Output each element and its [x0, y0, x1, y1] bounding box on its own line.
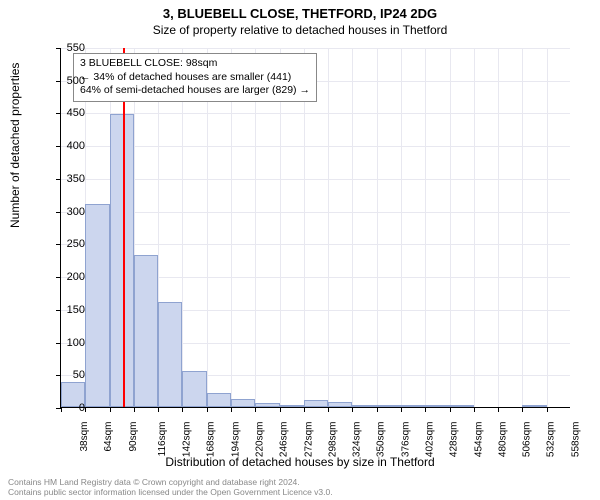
- histogram-bar: [110, 114, 134, 407]
- xtick-mark: [425, 407, 426, 412]
- ytick-label: 100: [45, 337, 85, 349]
- ytick-label: 150: [45, 304, 85, 316]
- xtick-label: 480sqm: [497, 422, 508, 458]
- ytick-label: 400: [45, 140, 85, 152]
- gridline-v: [377, 48, 378, 407]
- ytick-label: 0: [45, 402, 85, 414]
- gridline-v: [522, 48, 523, 407]
- chart-plot-area: 3 BLUEBELL CLOSE: 98sqm← 34% of detached…: [60, 48, 570, 408]
- gridline-v: [425, 48, 426, 407]
- annotation-line-1: 3 BLUEBELL CLOSE: 98sqm: [80, 57, 310, 71]
- histogram-bar: [352, 405, 376, 407]
- annotation-line-2: ← 34% of detached houses are smaller (44…: [80, 71, 310, 85]
- ytick-label: 50: [45, 369, 85, 381]
- gridline-h: [61, 113, 570, 114]
- xtick-label: 38sqm: [79, 422, 90, 452]
- gridline-h: [61, 179, 570, 180]
- xtick-label: 350sqm: [376, 422, 387, 458]
- gridline-v: [352, 48, 353, 407]
- histogram-bar: [377, 405, 401, 407]
- gridline-h: [61, 244, 570, 245]
- ytick-label: 500: [45, 75, 85, 87]
- ytick-label: 250: [45, 238, 85, 250]
- xtick-label: 220sqm: [255, 422, 266, 458]
- xtick-label: 428sqm: [449, 422, 460, 458]
- xtick-label: 402sqm: [425, 422, 436, 458]
- xtick-mark: [304, 407, 305, 412]
- xtick-label: 454sqm: [473, 422, 484, 458]
- xtick-mark: [522, 407, 523, 412]
- gridline-v: [450, 48, 451, 407]
- ytick-label: 200: [45, 271, 85, 283]
- xtick-mark: [85, 407, 86, 412]
- xtick-label: 194sqm: [230, 422, 241, 458]
- histogram-bar: [280, 405, 304, 407]
- gridline-h: [61, 146, 570, 147]
- histogram-bar: [158, 302, 182, 407]
- chart-title-main: 3, BLUEBELL CLOSE, THETFORD, IP24 2DG: [0, 0, 600, 21]
- xtick-mark: [547, 407, 548, 412]
- xtick-mark: [255, 407, 256, 412]
- footer-line-2: Contains public sector information licen…: [8, 487, 333, 497]
- xtick-label: 506sqm: [522, 422, 533, 458]
- ytick-label: 450: [45, 107, 85, 119]
- xtick-mark: [231, 407, 232, 412]
- xtick-mark: [110, 407, 111, 412]
- histogram-bar: [328, 402, 352, 407]
- gridline-v: [328, 48, 329, 407]
- histogram-bar: [182, 371, 206, 407]
- xtick-mark: [401, 407, 402, 412]
- xtick-mark: [450, 407, 451, 412]
- xtick-mark: [352, 407, 353, 412]
- gridline-h: [61, 212, 570, 213]
- chart-title-sub: Size of property relative to detached ho…: [0, 21, 600, 37]
- xtick-label: 376sqm: [400, 422, 411, 458]
- xtick-mark: [207, 407, 208, 412]
- xtick-mark: [377, 407, 378, 412]
- histogram-bar: [425, 405, 449, 407]
- xtick-label: 324sqm: [352, 422, 363, 458]
- x-axis-label: Distribution of detached houses by size …: [0, 455, 600, 469]
- xtick-label: 558sqm: [570, 422, 581, 458]
- xtick-mark: [280, 407, 281, 412]
- ytick-label: 550: [45, 42, 85, 54]
- gridline-v: [498, 48, 499, 407]
- gridline-v: [401, 48, 402, 407]
- xtick-mark: [134, 407, 135, 412]
- xtick-label: 168sqm: [206, 422, 217, 458]
- histogram-bar: [134, 255, 158, 407]
- annotation-box: 3 BLUEBELL CLOSE: 98sqm← 34% of detached…: [73, 53, 317, 102]
- xtick-mark: [158, 407, 159, 412]
- xtick-label: 116sqm: [157, 422, 168, 457]
- footer-attribution: Contains HM Land Registry data © Crown c…: [8, 477, 333, 497]
- ytick-label: 300: [45, 206, 85, 218]
- histogram-bar: [522, 405, 546, 407]
- xtick-label: 532sqm: [546, 422, 557, 458]
- xtick-mark: [498, 407, 499, 412]
- histogram-bar: [207, 393, 231, 407]
- gridline-v: [474, 48, 475, 407]
- footer-line-1: Contains HM Land Registry data © Crown c…: [8, 477, 333, 487]
- xtick-label: 246sqm: [279, 422, 290, 458]
- xtick-label: 298sqm: [327, 422, 338, 458]
- xtick-label: 90sqm: [128, 422, 139, 452]
- histogram-bar: [304, 400, 328, 407]
- gridline-h: [61, 48, 570, 49]
- xtick-label: 142sqm: [182, 422, 193, 458]
- annotation-line-3: 64% of semi-detached houses are larger (…: [80, 84, 310, 98]
- gridline-v: [547, 48, 548, 407]
- histogram-bar: [450, 405, 474, 407]
- histogram-bar: [231, 399, 255, 407]
- xtick-label: 64sqm: [103, 422, 114, 452]
- histogram-bar: [255, 403, 279, 407]
- xtick-mark: [328, 407, 329, 412]
- xtick-label: 272sqm: [303, 422, 314, 458]
- ytick-label: 350: [45, 173, 85, 185]
- histogram-bar: [85, 204, 109, 407]
- histogram-bar: [401, 405, 425, 407]
- y-axis-label: Number of detached properties: [8, 63, 22, 228]
- xtick-mark: [474, 407, 475, 412]
- xtick-mark: [182, 407, 183, 412]
